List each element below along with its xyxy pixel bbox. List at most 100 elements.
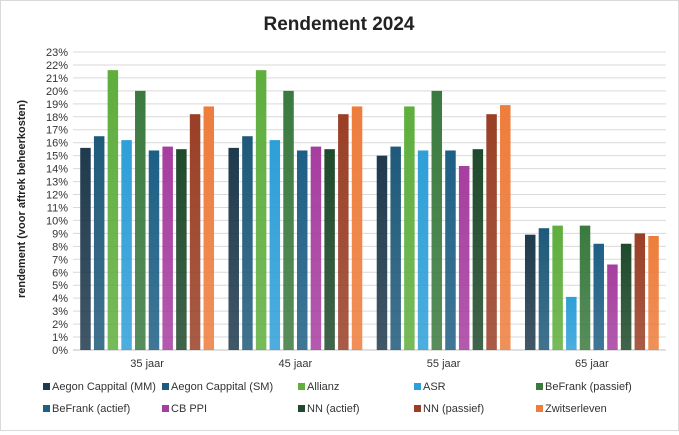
- y-tick-label: 5%: [52, 280, 68, 292]
- legend-item: NN (actief): [298, 403, 360, 415]
- bar: [148, 150, 160, 350]
- gridlines: [73, 51, 666, 351]
- bar: [296, 150, 308, 350]
- bar: [579, 225, 591, 350]
- y-tick-label: 18%: [46, 112, 68, 124]
- bar: [417, 150, 429, 350]
- legend-item: NN (passief): [414, 403, 484, 415]
- y-tick-label: 4%: [52, 293, 68, 305]
- bar: [538, 228, 550, 350]
- legend-label: Allianz: [307, 381, 339, 393]
- chart-title: Rendement 2024: [263, 14, 414, 35]
- legend-item: BeFrank (actief): [43, 403, 130, 415]
- bar: [634, 233, 646, 350]
- bar: [648, 235, 659, 350]
- y-tick-label: 21%: [46, 73, 68, 85]
- bar: [269, 140, 281, 350]
- x-tick-label: 55 jaar: [427, 358, 461, 370]
- x-axis-ticks: 35 jaar 45 jaar 55 jaar 65 jaar: [130, 358, 609, 370]
- legend-item: Zwitserleven: [536, 403, 607, 415]
- x-tick-label: 45 jaar: [279, 358, 313, 370]
- bar: [283, 90, 294, 350]
- y-tick-label: 6%: [52, 267, 68, 279]
- legend-swatch: [536, 405, 543, 412]
- y-tick-label: 16%: [46, 138, 68, 150]
- bar: [390, 146, 401, 350]
- bar: [376, 155, 388, 350]
- y-tick-label: 20%: [46, 86, 68, 98]
- bar: [524, 234, 536, 350]
- bar: [431, 90, 443, 350]
- y-tick-label: 12%: [46, 190, 68, 202]
- bar: [620, 243, 632, 350]
- y-tick-label: 8%: [52, 241, 68, 253]
- y-tick-label: 22%: [46, 60, 68, 72]
- legend-swatch: [414, 405, 421, 412]
- x-tick-label: 65 jaar: [575, 358, 609, 370]
- bar: [107, 70, 119, 350]
- legend-swatch: [43, 405, 50, 412]
- legend-label: Aegon Cappital (SM): [171, 381, 273, 393]
- y-tick-label: 3%: [52, 306, 68, 318]
- bar: [242, 136, 253, 350]
- legend-swatch: [162, 405, 169, 412]
- bar: [176, 149, 187, 350]
- legend-swatch: [536, 383, 543, 390]
- x-tick-label: 35 jaar: [130, 358, 164, 370]
- bar: [162, 146, 173, 350]
- legend-swatch: [43, 383, 50, 390]
- bar: [121, 140, 132, 350]
- bar: [458, 166, 470, 350]
- bar: [135, 90, 146, 350]
- bar: [445, 150, 456, 350]
- y-tick-label: 14%: [46, 164, 68, 176]
- bar: [93, 136, 105, 350]
- legend: Aegon Cappital (MM) Aegon Cappital (SM) Al…: [43, 381, 632, 415]
- bar: [351, 106, 363, 350]
- bars: [80, 70, 659, 351]
- legend-label: NN (actief): [307, 403, 360, 415]
- bar: [472, 149, 484, 350]
- legend-swatch: [298, 383, 305, 390]
- y-tick-label: 7%: [52, 254, 68, 266]
- y-tick-label: 23%: [46, 47, 68, 59]
- legend-label: BeFrank (passief): [545, 381, 632, 393]
- legend-item: CB PPI: [162, 403, 207, 415]
- y-tick-label: 15%: [46, 151, 68, 163]
- legend-item: Aegon Cappital (SM): [162, 381, 273, 393]
- y-tick-label: 19%: [46, 99, 68, 111]
- legend-label: BeFrank (actief): [52, 403, 130, 415]
- legend-label: Aegon Cappital (MM): [52, 381, 156, 393]
- bar: [338, 114, 349, 350]
- bar: [593, 243, 604, 350]
- legend-label: Zwitserleven: [545, 403, 607, 415]
- legend-item: Aegon Cappital (MM): [43, 381, 156, 393]
- bar: [228, 147, 239, 350]
- y-tick-label: 11%: [47, 202, 68, 214]
- legend-swatch: [298, 405, 305, 412]
- legend-swatch: [162, 383, 169, 390]
- y-tick-label: 1%: [52, 332, 68, 344]
- bar: [80, 147, 91, 350]
- bar: [486, 114, 497, 350]
- bar: [203, 106, 215, 350]
- y-tick-label: 17%: [46, 125, 68, 137]
- bar: [255, 70, 267, 350]
- legend-item: Allianz: [298, 381, 339, 393]
- y-tick-label: 0%: [52, 345, 68, 357]
- legend-label: CB PPI: [171, 403, 207, 415]
- bar: [310, 146, 322, 350]
- legend-label: ASR: [423, 381, 446, 393]
- legend-item: ASR: [414, 381, 446, 393]
- bar: [324, 149, 335, 350]
- bar: [404, 106, 415, 350]
- y-tick-label: 9%: [52, 228, 68, 240]
- legend-swatch: [414, 383, 421, 390]
- bar: [566, 296, 577, 350]
- legend-item: BeFrank (passief): [536, 381, 632, 393]
- bar: [552, 225, 563, 350]
- bar: [607, 264, 618, 350]
- bar: [189, 114, 201, 350]
